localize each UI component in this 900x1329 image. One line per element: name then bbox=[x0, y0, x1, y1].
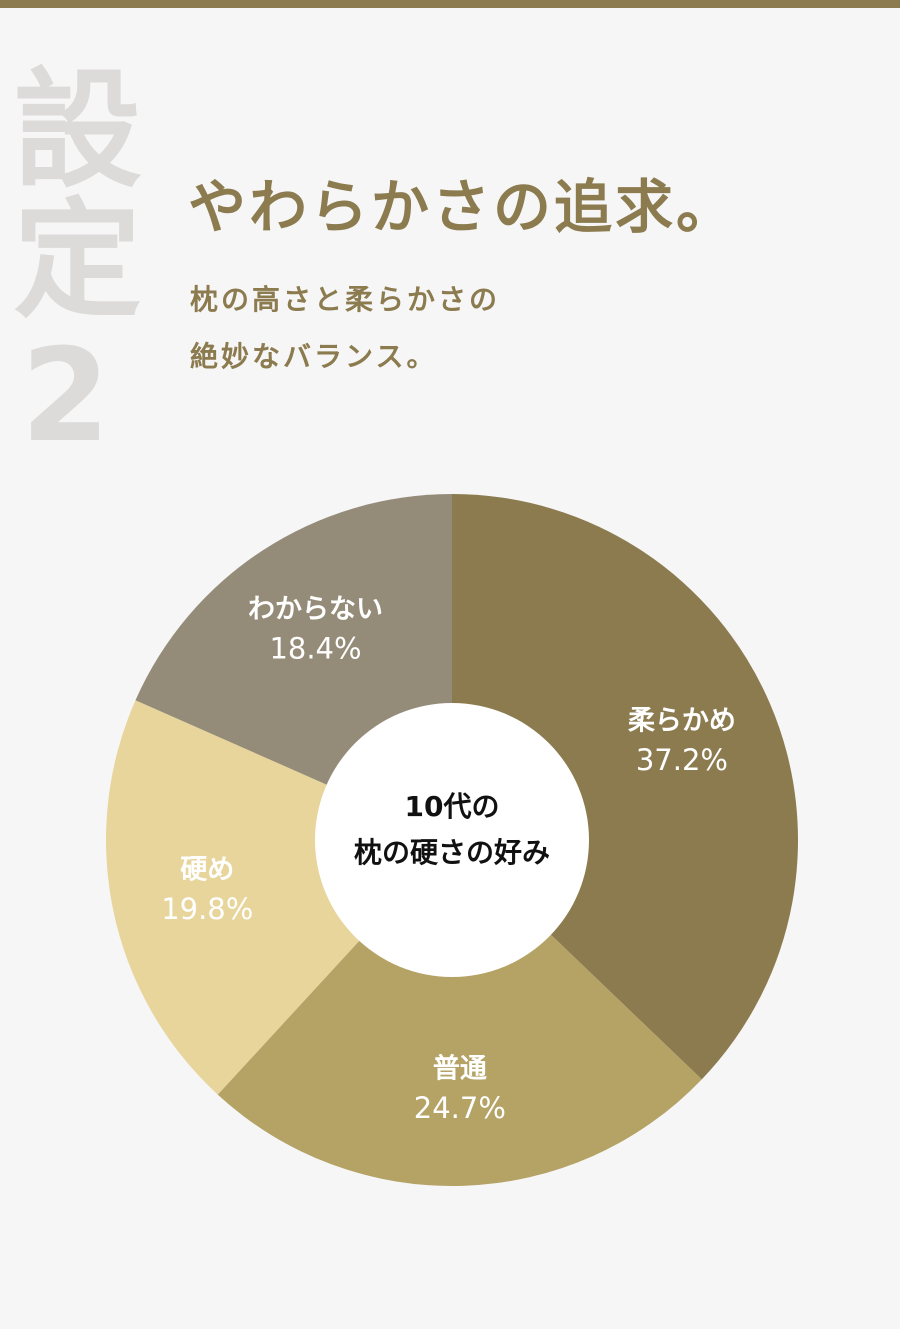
chart-title: 枕の硬さの好み bbox=[354, 836, 550, 869]
slice-label: 柔らかめ bbox=[628, 705, 736, 736]
pie-slice bbox=[452, 494, 798, 1080]
heading: やわらかさの追求。 bbox=[188, 173, 738, 241]
top-bar bbox=[0, 0, 900, 8]
chart-title: 10代の bbox=[405, 790, 500, 823]
value-label: 19.8% bbox=[161, 892, 253, 926]
subtitle: 絶妙なバランス。 bbox=[190, 340, 438, 373]
pie-slice bbox=[217, 840, 702, 1186]
badge: 設定2 bbox=[0, 62, 140, 473]
pie-slice bbox=[105, 700, 453, 1095]
donut-hole bbox=[315, 703, 589, 977]
value-label: 18.4% bbox=[269, 632, 361, 666]
slice-label: 硬め bbox=[180, 855, 234, 886]
slice-label: 普通 bbox=[433, 1052, 487, 1084]
subtitle: 枕の高さと柔らかさの bbox=[190, 283, 501, 316]
value-label: 37.2% bbox=[636, 743, 728, 777]
slice-label: わからない bbox=[248, 594, 383, 625]
value-label: 24.7% bbox=[414, 1091, 506, 1125]
